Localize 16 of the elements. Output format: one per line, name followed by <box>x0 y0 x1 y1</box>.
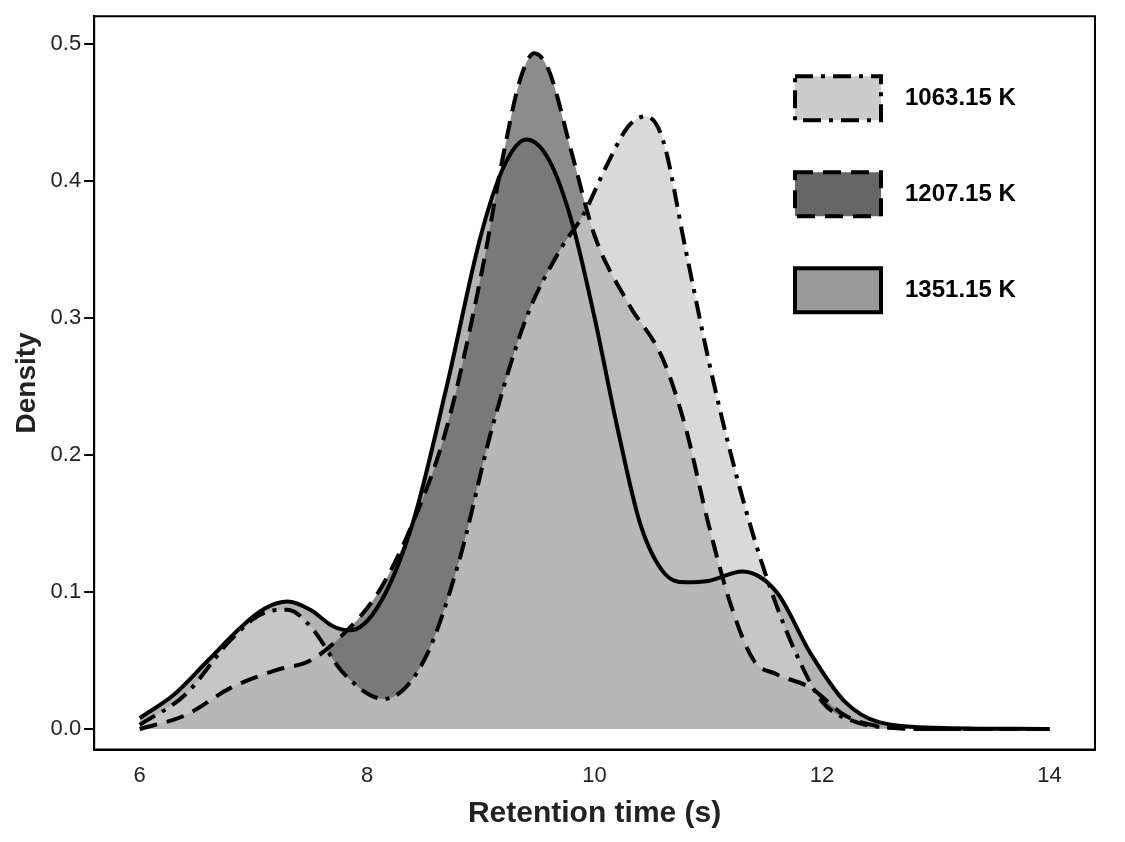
legend-label: 1063.15 K <box>905 82 1017 110</box>
y-tick-label: 0.4 <box>50 166 82 192</box>
x-tick-label: 6 <box>133 761 146 787</box>
x-tick-label: 14 <box>1037 761 1062 787</box>
x-axis-title: Retention time (s) <box>467 795 722 829</box>
legend-label: 1351.15 K <box>905 274 1017 302</box>
y-tick-label: 0.1 <box>50 578 82 604</box>
x-tick-label: 12 <box>809 761 835 787</box>
y-tick-label: 0.5 <box>50 29 82 55</box>
y-tick-label: 0.0 <box>50 715 82 741</box>
x-tick-label: 10 <box>582 761 607 787</box>
legend-label: 1207.15 K <box>905 178 1017 206</box>
y-tick-label: 0.2 <box>50 440 82 466</box>
y-tick-label: 0.3 <box>50 303 82 329</box>
y-axis-title: Density <box>9 331 41 434</box>
x-tick-label: 8 <box>361 761 374 787</box>
